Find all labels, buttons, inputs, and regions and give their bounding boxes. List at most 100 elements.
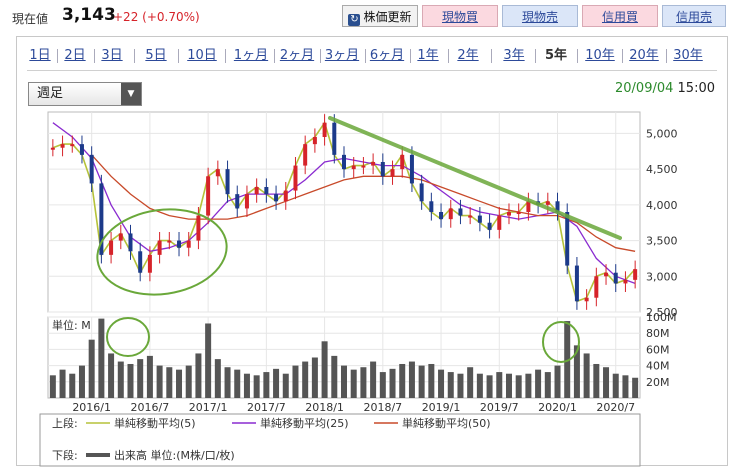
volume-bar xyxy=(311,357,318,398)
tab-4[interactable]: 5日 xyxy=(145,48,167,63)
tab-separator xyxy=(319,49,321,63)
candle-body xyxy=(506,212,511,216)
volume-bar xyxy=(98,318,105,398)
tab-12[interactable]: 3年 xyxy=(503,48,525,63)
tab-14[interactable]: 10年 xyxy=(585,48,615,63)
candle-body xyxy=(196,215,201,241)
tab-10[interactable]: 1年 xyxy=(417,48,439,63)
chevron-down-icon: ▼ xyxy=(121,83,141,105)
current-price-label: 現在値 xyxy=(12,12,49,26)
tab-separator xyxy=(666,49,667,63)
volume-tick-label: 20M xyxy=(646,376,670,389)
volume-bar xyxy=(515,375,522,398)
tab-11[interactable]: 2年 xyxy=(457,48,479,63)
volume-bar xyxy=(535,369,542,398)
price-tick-label: 4,500 xyxy=(646,163,678,176)
annotation-circle-volume-2 xyxy=(542,321,580,363)
volume-bar xyxy=(341,365,347,398)
volume-bar xyxy=(224,367,231,398)
candle-body xyxy=(332,122,337,155)
candle-body xyxy=(215,169,220,177)
moving-average-line-3 xyxy=(91,154,636,252)
volume-bar xyxy=(603,367,610,398)
tab-8[interactable]: 3ヶ月 xyxy=(324,48,360,63)
candle-body xyxy=(516,212,521,214)
tab-9[interactable]: 6ヶ月 xyxy=(369,48,405,63)
tab-15[interactable]: 20年 xyxy=(629,48,659,63)
candle-body xyxy=(147,254,152,273)
volume-bar xyxy=(496,372,503,398)
annotation-circle-bottom xyxy=(96,208,228,296)
candle-body xyxy=(206,176,211,216)
time-tick-label: 2016/1 xyxy=(72,401,111,414)
volume-bar xyxy=(389,368,396,398)
volume-bar xyxy=(214,359,221,398)
candle-body xyxy=(351,165,356,170)
candle-body xyxy=(390,169,395,177)
tab-6[interactable]: 1ヶ月 xyxy=(233,48,269,63)
candle-body xyxy=(244,194,249,209)
candle-body xyxy=(186,240,191,248)
tab-7[interactable]: 2ヶ月 xyxy=(279,48,315,63)
candle-body xyxy=(342,154,346,170)
tab-separator xyxy=(178,49,179,63)
tab-separator xyxy=(448,49,449,63)
legend-item-2: 単純移動平均(25) xyxy=(260,416,349,430)
candle-body xyxy=(235,194,240,209)
tab-separator xyxy=(622,49,623,63)
volume-bar xyxy=(438,369,445,398)
tab-separator xyxy=(410,49,411,63)
tab-1[interactable]: 1日 xyxy=(29,48,51,63)
candle-body xyxy=(167,240,172,243)
margin-sell-button[interactable]: 信用売 xyxy=(662,5,726,27)
margin-buy-button[interactable]: 信用買 xyxy=(582,5,658,27)
volume-bar xyxy=(467,367,474,398)
candle-body xyxy=(613,272,618,284)
tab-3[interactable]: 3日 xyxy=(101,48,123,63)
candle-body xyxy=(623,279,628,284)
price-tick-label: 2,500 xyxy=(646,306,678,319)
interval-select-value: 週足 xyxy=(37,86,64,101)
price-tick-label: 3,500 xyxy=(646,235,678,248)
timestamp-date: 20/09/04 xyxy=(615,81,674,96)
volume-bar xyxy=(146,355,153,398)
refresh-price-button[interactable]: ↻ 株価更新 xyxy=(342,5,418,27)
volume-bar xyxy=(360,367,367,398)
volume-bar xyxy=(263,372,270,398)
legend-box xyxy=(39,413,641,467)
candle-body xyxy=(584,297,589,302)
interval-select[interactable]: 週足 ▼ xyxy=(28,82,142,106)
candle-body xyxy=(79,144,84,155)
volume-bar xyxy=(127,363,134,398)
volume-tick-label: 60M xyxy=(646,343,670,356)
candle-body xyxy=(89,154,94,184)
volume-bar xyxy=(273,368,280,398)
volume-bar xyxy=(593,363,600,398)
candle-body xyxy=(458,208,463,216)
refresh-icon: ↻ xyxy=(348,14,361,26)
volume-bar xyxy=(321,341,328,398)
candle-body xyxy=(604,272,609,277)
tab-13[interactable]: 5年 xyxy=(535,44,577,68)
tab-separator xyxy=(535,49,536,63)
time-tick-label: 2016/7 xyxy=(131,401,170,414)
spot-buy-button[interactable]: 現物買 xyxy=(422,5,498,27)
volume-bar xyxy=(612,373,619,398)
time-tick-label: 2019/7 xyxy=(480,401,519,414)
time-tick-label: 2018/7 xyxy=(363,401,402,414)
volume-bar xyxy=(379,372,386,398)
time-tick-label: 2017/1 xyxy=(189,401,228,414)
tab-16[interactable]: 30年 xyxy=(673,48,703,63)
volume-bar xyxy=(428,363,435,398)
volume-bar xyxy=(350,369,357,398)
timestamp: 20/09/04 15:00 xyxy=(615,81,715,96)
spot-sell-button[interactable]: 現物売 xyxy=(502,5,578,27)
candle-body xyxy=(264,187,269,195)
tab-2[interactable]: 2日 xyxy=(64,48,86,63)
volume-bar xyxy=(418,365,425,398)
volume-bar xyxy=(49,375,56,398)
volume-bar xyxy=(564,321,571,398)
tab-5[interactable]: 10日 xyxy=(187,48,217,63)
tab-separator xyxy=(364,49,366,63)
volume-bar xyxy=(156,365,163,398)
